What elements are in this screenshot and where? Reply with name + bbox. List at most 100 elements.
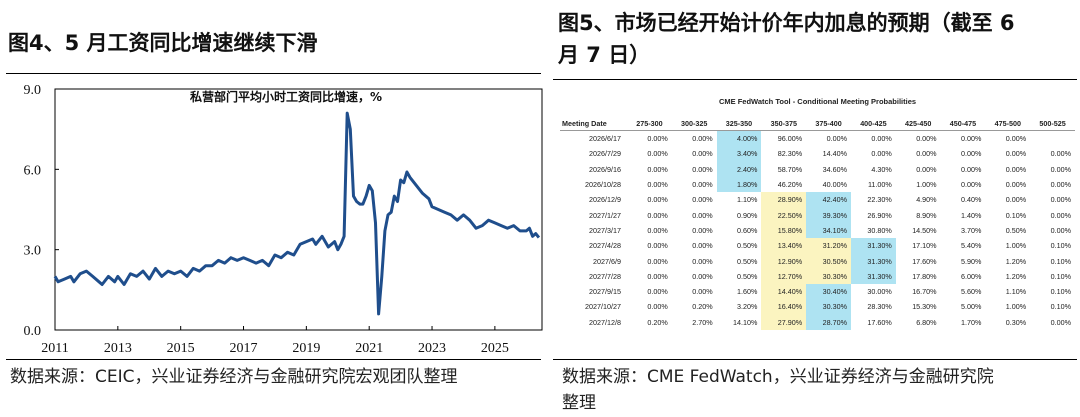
- probability-cell: 0.00%: [647, 195, 668, 205]
- table-row: 2027/7/28 0.00% 0.00% 0.50% 12.70% 30.30% 31.3…: [560, 268, 1075, 284]
- probability-cell: 0.00%: [692, 195, 713, 205]
- column-header-rate-range: 450-475: [940, 117, 986, 131]
- column-header-rate-range: 350-375: [761, 117, 807, 131]
- x-tick-label: 2021: [355, 341, 383, 356]
- probability-cell: 0.00%: [692, 180, 713, 190]
- probability-cell: 0.00%: [692, 241, 713, 251]
- probability-cell: 2.40%: [716, 161, 762, 177]
- probability-cell: 0.00%: [1050, 149, 1071, 159]
- column-header-rate-range: 425-450: [895, 117, 941, 131]
- probability-cell: 0.00%: [647, 256, 668, 266]
- fedwatch-table-title: CME FedWatch Tool - Conditional Meeting …: [718, 97, 917, 106]
- probability-cell: 0.50%: [1005, 225, 1027, 235]
- column-header-rate-range: 300-325: [671, 117, 717, 131]
- x-tick-label: 2023: [418, 341, 446, 356]
- probability-cell: 0.20%: [647, 317, 668, 327]
- probability-cell: 27.90%: [761, 314, 807, 330]
- probability-cell: 0.00%: [1050, 164, 1071, 174]
- probability-cell: 30.30%: [806, 299, 851, 315]
- meeting-date-cell: 2027/9/15: [589, 287, 621, 297]
- y-tick-label: 3.0: [24, 244, 42, 259]
- probability-cell: 1.10%: [1005, 287, 1027, 297]
- chart-frame: [54, 88, 543, 331]
- probability-cell: 1.10%: [737, 195, 758, 205]
- probability-cell: 1.70%: [960, 317, 982, 327]
- probability-cell: 22.50%: [761, 207, 807, 223]
- probability-cell: 0.00%: [1005, 180, 1027, 190]
- probability-cell: 4.00%: [716, 130, 762, 147]
- probability-cell: 5.00%: [960, 302, 982, 312]
- probability-cell: 31.20%: [806, 238, 851, 254]
- table-row: 2026/6/17 0.00% 0.00% 4.00% 96.00% 0.00% 0.00%…: [560, 130, 1075, 147]
- series-line-wage-growth: [53, 111, 541, 316]
- meeting-date-cell: 2027/6/9: [593, 256, 621, 266]
- meeting-date-cell: 2026/7/29: [589, 149, 621, 159]
- meeting-date-cell: 2026/10/28: [585, 180, 621, 190]
- probability-cell: 3.20%: [737, 302, 758, 312]
- probability-cell: 14.10%: [733, 317, 758, 327]
- y-axis-ticks: 0.0 3.0 6.0 9.0: [24, 83, 59, 339]
- probability-cell: 15.30%: [912, 302, 937, 312]
- probability-cell: 30.50%: [806, 253, 851, 269]
- table-row: 2027/9/15 0.00% 0.00% 1.60% 14.40% 30.40% 30.0…: [560, 283, 1075, 300]
- plot-border: [54, 88, 543, 331]
- right-source-note-line2: 整理: [562, 393, 596, 413]
- probability-cell: 0.00%: [647, 180, 668, 190]
- probability-cell: 3.70%: [960, 225, 982, 235]
- probability-cell: 0.00%: [1050, 210, 1071, 220]
- fedwatch-probability-table: Meeting Date 275-300 300-325 325-350 350-375…: [560, 117, 1075, 330]
- probability-cell: 0.00%: [826, 134, 847, 144]
- y-tick-label: 0.0: [24, 324, 42, 339]
- probability-cell: 31.30%: [850, 268, 896, 284]
- probability-cell: 5.90%: [960, 256, 982, 266]
- probability-cell: 0.00%: [1005, 149, 1027, 159]
- probability-cell: 0.00%: [692, 256, 713, 266]
- x-tick-label: 2015: [167, 341, 195, 356]
- probability-cell: 0.00%: [647, 149, 668, 159]
- probability-cell: 30.80%: [867, 225, 892, 235]
- probability-cell: 0.00%: [692, 149, 713, 159]
- meeting-date-cell: 2027/3/17: [589, 225, 621, 235]
- probability-cell: 30.00%: [867, 287, 892, 297]
- left-source-note: 数据来源：CEIC，兴业证券经济与金融研究院宏观团队整理: [10, 367, 458, 387]
- probability-cell: 0.00%: [647, 225, 668, 235]
- probability-cell: 0.50%: [737, 256, 758, 266]
- probability-cell: 0.00%: [1050, 195, 1071, 205]
- probability-cell: 39.30%: [806, 207, 851, 223]
- x-tick-label: 2025: [481, 341, 509, 356]
- probability-cell: 42.40%: [806, 192, 851, 208]
- probability-cell: 12.90%: [761, 253, 807, 269]
- probability-cell: 0.00%: [1050, 225, 1071, 235]
- probability-cell: 17.60%: [867, 317, 892, 327]
- x-axis-ticks: 2011 2013 2015 2017 2019 2021 2023 2025: [41, 326, 509, 356]
- probability-cell: 11.00%: [867, 180, 892, 190]
- probability-cell: 28.30%: [867, 302, 892, 312]
- probability-cell: 0.00%: [871, 134, 892, 144]
- probability-cell: 0.00%: [1005, 195, 1027, 205]
- probability-cell: 0.60%: [737, 225, 758, 235]
- right-figure-title-line2: 月 7 日）: [558, 43, 651, 67]
- probability-cell: [1030, 131, 1075, 147]
- probability-cell: 16.70%: [912, 287, 937, 297]
- column-header-rate-range: 400-425: [850, 117, 896, 131]
- x-tick-label: 2011: [41, 341, 68, 356]
- table-body: 2026/6/17 0.00% 0.00% 4.00% 96.00% 0.00% 0.00%…: [560, 130, 1075, 330]
- table-row: 2027/3/17 0.00% 0.00% 0.60% 15.80% 34.10% 30.8…: [560, 222, 1075, 239]
- probability-cell: 1.20%: [1005, 271, 1027, 281]
- probability-cell: 0.00%: [916, 149, 937, 159]
- y-tick-label: 6.0: [24, 163, 42, 178]
- table-row: 2027/4/28 0.00% 0.00% 0.50% 13.40% 31.20% 31.3…: [560, 238, 1075, 254]
- probability-cell: 30.30%: [806, 268, 851, 284]
- probability-cell: 0.00%: [1005, 164, 1027, 174]
- probability-cell: 1.80%: [716, 176, 762, 193]
- probability-cell: 17.60%: [912, 256, 937, 266]
- probability-cell: 0.00%: [916, 164, 937, 174]
- column-header-meeting-date: Meeting Date: [560, 117, 627, 131]
- table-row: 2026/7/29 0.00% 0.00% 3.40% 82.30% 14.40% 0.00…: [560, 146, 1075, 162]
- probability-cell: 8.90%: [916, 210, 937, 220]
- probability-cell: 4.30%: [871, 164, 892, 174]
- probability-cell: 0.10%: [1050, 256, 1071, 266]
- probability-cell: 17.80%: [912, 271, 937, 281]
- probability-cell: 30.40%: [806, 283, 851, 300]
- y-tick-label: 9.0: [24, 83, 42, 98]
